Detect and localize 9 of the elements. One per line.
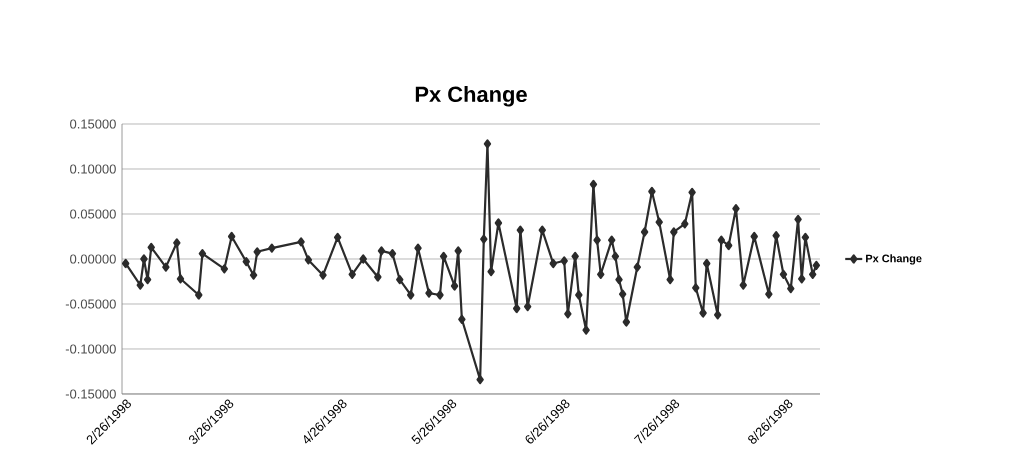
y-tick-label: -0.15000: [65, 389, 116, 399]
y-tick-label: -0.05000: [65, 299, 116, 309]
y-tick-label: 0.00000: [70, 254, 116, 264]
legend-label: Px Change: [866, 254, 922, 265]
y-tick-label: 0.15000: [70, 119, 116, 129]
y-tick-label: -0.10000: [65, 344, 116, 354]
chart-title: Px Change: [415, 85, 527, 107]
y-tick-label: 0.05000: [70, 209, 116, 219]
y-tick-label: 0.10000: [70, 164, 116, 174]
